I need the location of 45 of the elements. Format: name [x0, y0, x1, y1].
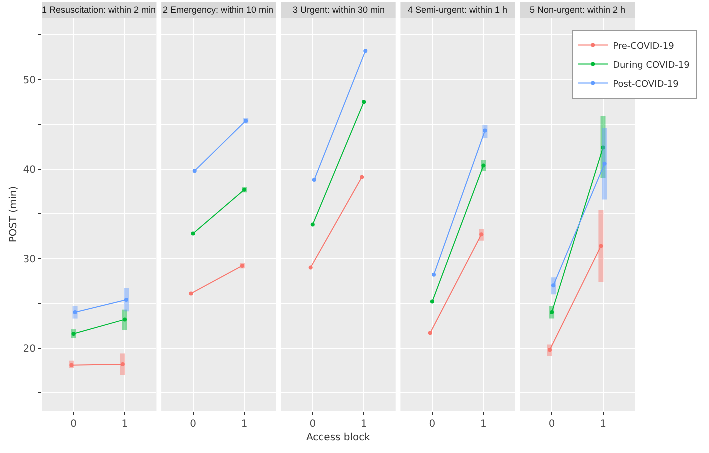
legend-label: Post-COVID-19 — [613, 80, 680, 90]
point — [602, 162, 607, 166]
chart-title: 5 Non-urgent: within 2 h — [530, 5, 626, 15]
point — [480, 232, 484, 237]
y-tick-label: 40 — [23, 164, 36, 176]
x-tick-label: 1 — [600, 419, 606, 430]
point — [122, 318, 127, 322]
chart-title: 4 Semi-urgent: within 1 h — [408, 5, 508, 15]
chart-title: 3 Urgent: within 30 min — [293, 5, 386, 15]
point — [360, 175, 364, 180]
x-tick-label: 0 — [429, 419, 436, 430]
point — [362, 100, 366, 104]
x-tick-label: 1 — [122, 419, 128, 430]
point — [308, 266, 313, 270]
point — [124, 298, 128, 302]
point — [312, 178, 316, 182]
y-tick-label: 20 — [23, 344, 36, 355]
point — [72, 332, 76, 336]
x-tick-label: 0 — [190, 419, 197, 430]
y-axis-title: POST (min) — [8, 186, 20, 243]
y-tick-label: 50 — [23, 75, 36, 86]
x-tick-label: 1 — [241, 419, 248, 430]
chart-title: 2 Emergency: within 10 min — [163, 5, 274, 15]
point — [601, 146, 606, 150]
chart-title: 1 Resuscitation: within 2 min — [42, 5, 156, 15]
x-tick-label: 1 — [360, 419, 368, 430]
legend-label: During COVID-19 — [613, 60, 690, 71]
x-tick-label: 1 — [480, 419, 487, 430]
point — [482, 164, 486, 168]
x-tick-label: 0 — [70, 419, 77, 430]
legend-label: Pre-COVID-19 — [613, 42, 675, 52]
x-axis-title: Access block — [306, 432, 371, 444]
point — [120, 362, 125, 366]
point — [73, 310, 78, 315]
point — [548, 348, 552, 352]
point — [599, 244, 604, 248]
x-tick-label: 0 — [310, 419, 316, 430]
point — [310, 222, 315, 227]
point — [483, 128, 488, 133]
x-tick-label: 0 — [548, 419, 556, 430]
point — [364, 49, 368, 54]
point — [550, 310, 554, 315]
y-tick-label: 30 — [23, 254, 36, 266]
point — [70, 363, 74, 368]
point — [552, 284, 556, 288]
